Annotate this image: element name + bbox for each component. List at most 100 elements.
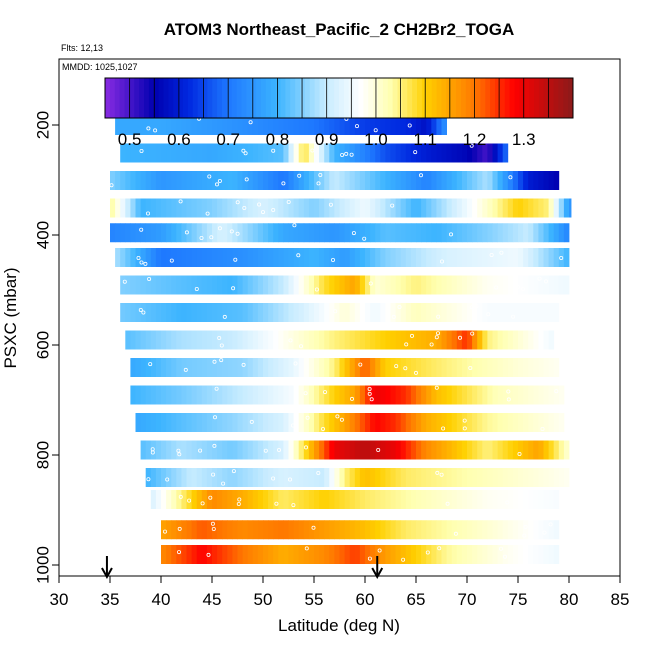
heatmap-cell: [140, 171, 147, 190]
heatmap-cell: [395, 171, 402, 190]
heatmap-cell: [257, 223, 264, 243]
heatmap-cell: [339, 223, 345, 243]
heatmap-cell: [482, 385, 488, 405]
heatmap-cell: [278, 116, 284, 135]
heatmap-cell: [257, 116, 264, 135]
heatmap-cell: [472, 275, 478, 295]
colorbar-segment: [392, 78, 398, 118]
heatmap-cell: [487, 303, 493, 322]
heatmap-cell: [507, 490, 514, 509]
heatmap-cell: [400, 468, 407, 487]
heatmap-cell: [186, 358, 192, 377]
heatmap-cell: [135, 198, 141, 218]
heatmap-cell: [181, 413, 187, 432]
heatmap-cell: [278, 520, 284, 540]
heatmap-cell: [421, 490, 427, 509]
heatmap-cell: [492, 275, 498, 295]
heatmap-cell: [548, 303, 555, 322]
heatmap-cell: [222, 223, 228, 243]
heatmap-cell: [186, 520, 192, 540]
heatmap-cell: [482, 413, 488, 432]
heatmap-cell: [191, 330, 198, 350]
sample-point: [147, 276, 152, 281]
colorbar-segment: [382, 78, 389, 118]
heatmap-cell: [410, 223, 417, 243]
heatmap-cell: [477, 223, 483, 243]
heatmap-cell: [283, 330, 289, 350]
heatmap-cell: [339, 248, 345, 267]
heatmap-cell: [217, 248, 223, 267]
heatmap-cell: [125, 116, 131, 135]
sample-point: [413, 150, 418, 155]
heatmap-cell: [523, 413, 529, 432]
heatmap-cell: [161, 358, 167, 377]
heatmap-cell: [293, 198, 300, 218]
heatmap-band: [161, 545, 560, 564]
heatmap-cell: [354, 223, 361, 243]
heatmap-cell: [166, 198, 172, 218]
heatmap-cell: [477, 490, 483, 509]
sample-point: [274, 501, 279, 506]
heatmap-cell: [339, 520, 345, 540]
heatmap-cell: [487, 223, 493, 243]
colorbar-segment: [397, 78, 403, 118]
heatmap-cell: [467, 440, 473, 460]
heatmap-cell: [543, 468, 549, 487]
heatmap-cell: [334, 385, 340, 405]
heatmap-cell: [334, 171, 340, 190]
heatmap-cell: [145, 358, 152, 377]
heatmap-cell: [222, 490, 228, 509]
colorbar-segment: [470, 78, 476, 118]
heatmap-cell: [410, 440, 417, 460]
heatmap-cell: [410, 171, 417, 190]
heatmap-cell: [426, 440, 432, 460]
heatmap-cell: [288, 545, 294, 564]
sample-point: [217, 226, 222, 231]
sample-point: [183, 367, 188, 372]
heatmap-cell: [431, 330, 437, 350]
heatmap-cell: [206, 520, 213, 540]
heatmap-cell: [232, 440, 238, 460]
heatmap-cell: [278, 275, 284, 295]
heatmap-cell: [497, 385, 504, 405]
sample-point: [340, 152, 345, 157]
heatmap-cell: [380, 520, 386, 540]
heatmap-cell: [482, 330, 488, 350]
heatmap-cell: [324, 330, 330, 350]
sample-point: [448, 232, 453, 237]
heatmap-cell: [461, 171, 468, 190]
heatmap-cell: [206, 330, 213, 350]
heatmap-cell: [222, 116, 228, 135]
heatmap-cell: [339, 198, 345, 218]
sample-point: [391, 314, 396, 319]
heatmap-cell: [140, 248, 147, 267]
colorbar-tick-label: 0.9: [315, 130, 339, 149]
heatmap-cell: [451, 520, 458, 540]
heatmap-cell: [186, 116, 192, 135]
heatmap-cell: [497, 198, 504, 218]
heatmap-cell: [543, 171, 549, 190]
heatmap-cell: [431, 468, 437, 487]
heatmap-cell: [268, 330, 274, 350]
colorbar-segment: [441, 78, 447, 118]
heatmap-cell: [456, 303, 463, 322]
heatmap-cell: [538, 198, 544, 218]
heatmap-cell: [145, 330, 152, 350]
heatmap-cell: [507, 171, 514, 190]
heatmap-cell: [273, 171, 279, 190]
heatmap-cell: [217, 440, 223, 460]
heatmap-cell: [487, 545, 493, 564]
heatmap-cell: [314, 171, 320, 190]
heatmap-cell: [436, 116, 442, 135]
heatmap-cell: [237, 545, 243, 564]
heatmap-cell: [232, 143, 238, 163]
heatmap-cell: [395, 223, 402, 243]
heatmap-cell: [206, 468, 213, 487]
x-tick-label: 60: [356, 590, 375, 609]
heatmap-cell: [390, 330, 396, 350]
heatmap-cell: [543, 275, 549, 295]
heatmap-cell: [293, 358, 300, 377]
heatmap-cell: [273, 223, 279, 243]
heatmap-cell: [314, 223, 320, 243]
heatmap-cell: [502, 330, 509, 350]
